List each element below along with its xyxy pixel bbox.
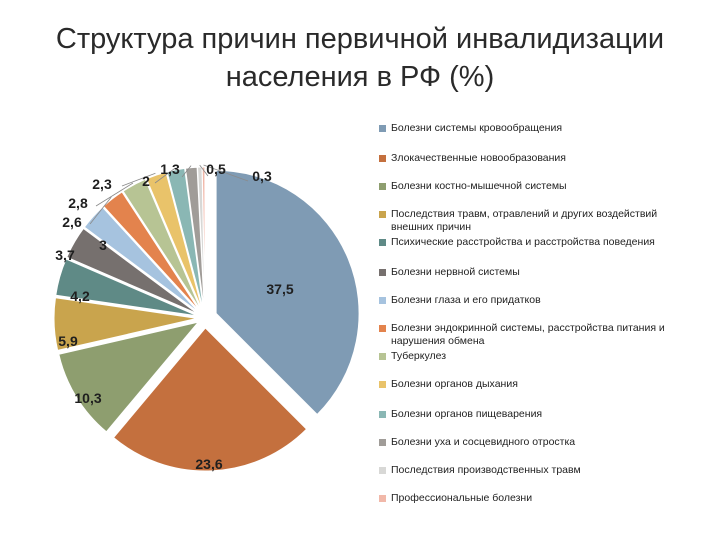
leader-line [203, 164, 249, 182]
leader-line [154, 167, 176, 184]
pie-slice [122, 178, 202, 312]
leader-line [95, 182, 134, 207]
data-label: 2,6 [62, 214, 82, 230]
data-label: 1,3 [160, 161, 180, 177]
pie-slice [58, 321, 200, 433]
leader-line [121, 172, 156, 187]
legend-label: Злокачественные новообразования [391, 152, 566, 164]
legend-item: Последствия производственных травм [379, 464, 699, 477]
legend-item: Болезни нервной системы [379, 266, 699, 279]
legend-item: Болезни уха и сосцевидного отростка [379, 436, 699, 449]
legend-item: Туберкулез [379, 350, 699, 363]
pie-slice [102, 191, 201, 313]
legend-label: Болезни эндокринной системы, расстройств… [391, 322, 665, 347]
legend-item: Болезни органов дыхания [379, 378, 699, 391]
data-label: 10,3 [74, 390, 101, 406]
legend-swatch [379, 411, 386, 418]
pie-slice [55, 258, 198, 317]
legend-swatch [379, 155, 386, 162]
legend-swatch [379, 467, 386, 474]
legend-label: Психические расстройства и расстройства … [391, 236, 655, 248]
legend-swatch [379, 325, 386, 332]
legend-swatch [379, 125, 386, 132]
pie-slice [66, 227, 199, 315]
pie-slice [215, 169, 360, 416]
pie-slice [145, 171, 203, 311]
data-label: 2 [142, 173, 150, 189]
legend-label: Туберкулез [391, 350, 447, 362]
legend-label: Болезни нервной системы [391, 266, 520, 278]
legend-swatch [379, 439, 386, 446]
data-label: 5,9 [58, 333, 78, 349]
pie-slice [166, 167, 204, 311]
legend-item: Психические расстройства и расстройства … [379, 236, 699, 249]
legend-item: Болезни органов пищеварения [379, 408, 699, 421]
legend-label: Последствия травм, отравлений и других в… [391, 208, 658, 233]
pie-slices [53, 166, 360, 472]
data-label: 3 [99, 237, 107, 253]
legend-swatch [379, 183, 386, 190]
legend-swatch [379, 495, 386, 502]
legend-swatch [379, 239, 386, 246]
legend-item: Болезни глаза и его придатков [379, 294, 699, 307]
leader-line [199, 164, 209, 177]
legend-item: Болезни костно-мышечной системы [379, 180, 699, 193]
chart-title-line2: населения в РФ (%) [225, 61, 495, 93]
legend-label: Болезни глаза и его придатков [391, 294, 541, 306]
legend-label: Болезни уха и сосцевидного отростка [391, 436, 576, 448]
data-label: 23,6 [195, 456, 222, 472]
pie-slice [201, 166, 206, 311]
leader-lines [89, 164, 249, 225]
data-label: 3,7 [55, 247, 75, 263]
chart-title-line1: Структура причин первичной инвалидизации [55, 23, 665, 55]
pie-slice [83, 206, 200, 314]
data-label: 2,8 [68, 195, 88, 211]
legend-label: Профессиональные болезни [391, 492, 533, 504]
legend-item: Болезни эндокринной системы, расстройств… [379, 322, 699, 348]
pie-slice [112, 327, 308, 472]
legend-swatch [379, 297, 386, 304]
data-label: 37,5 [266, 281, 293, 297]
legend-item: Последствия травм, отравлений и других в… [379, 208, 699, 234]
data-label: 0,3 [252, 168, 272, 184]
legend-label: Болезни костно-мышечной системы [391, 180, 567, 192]
legend-swatch [379, 269, 386, 276]
leader-line [181, 165, 192, 178]
legend-swatch [379, 381, 386, 388]
pie-slice [53, 297, 198, 351]
leader-line [89, 196, 112, 225]
legend-item: Злокачественные новообразования [379, 152, 699, 165]
legend-swatch [379, 353, 386, 360]
legend-item: Болезни системы кровообращения [379, 122, 699, 135]
legend-swatch [379, 211, 386, 218]
legend-label: Болезни органов пищеварения [391, 408, 543, 420]
data-label: 0,5 [206, 161, 226, 177]
data-labels: 37,5 23,6 10,3 5,9 4,2 3,7 3 2,6 2,82,3 2 1,3 0,5 0,… [55, 161, 294, 472]
legend-label: Болезни органов дыхания [391, 378, 518, 390]
chart-title: Структура причин первичной инвалидизации… [0, 20, 720, 96]
legend-label: Последствия производственных травм [391, 464, 581, 476]
legend-item: Профессиональные болезни [379, 492, 699, 505]
data-label: 2,3 [92, 176, 112, 192]
data-label: 4,2 [70, 288, 90, 304]
legend-label: Болезни системы кровообращения [391, 122, 563, 134]
